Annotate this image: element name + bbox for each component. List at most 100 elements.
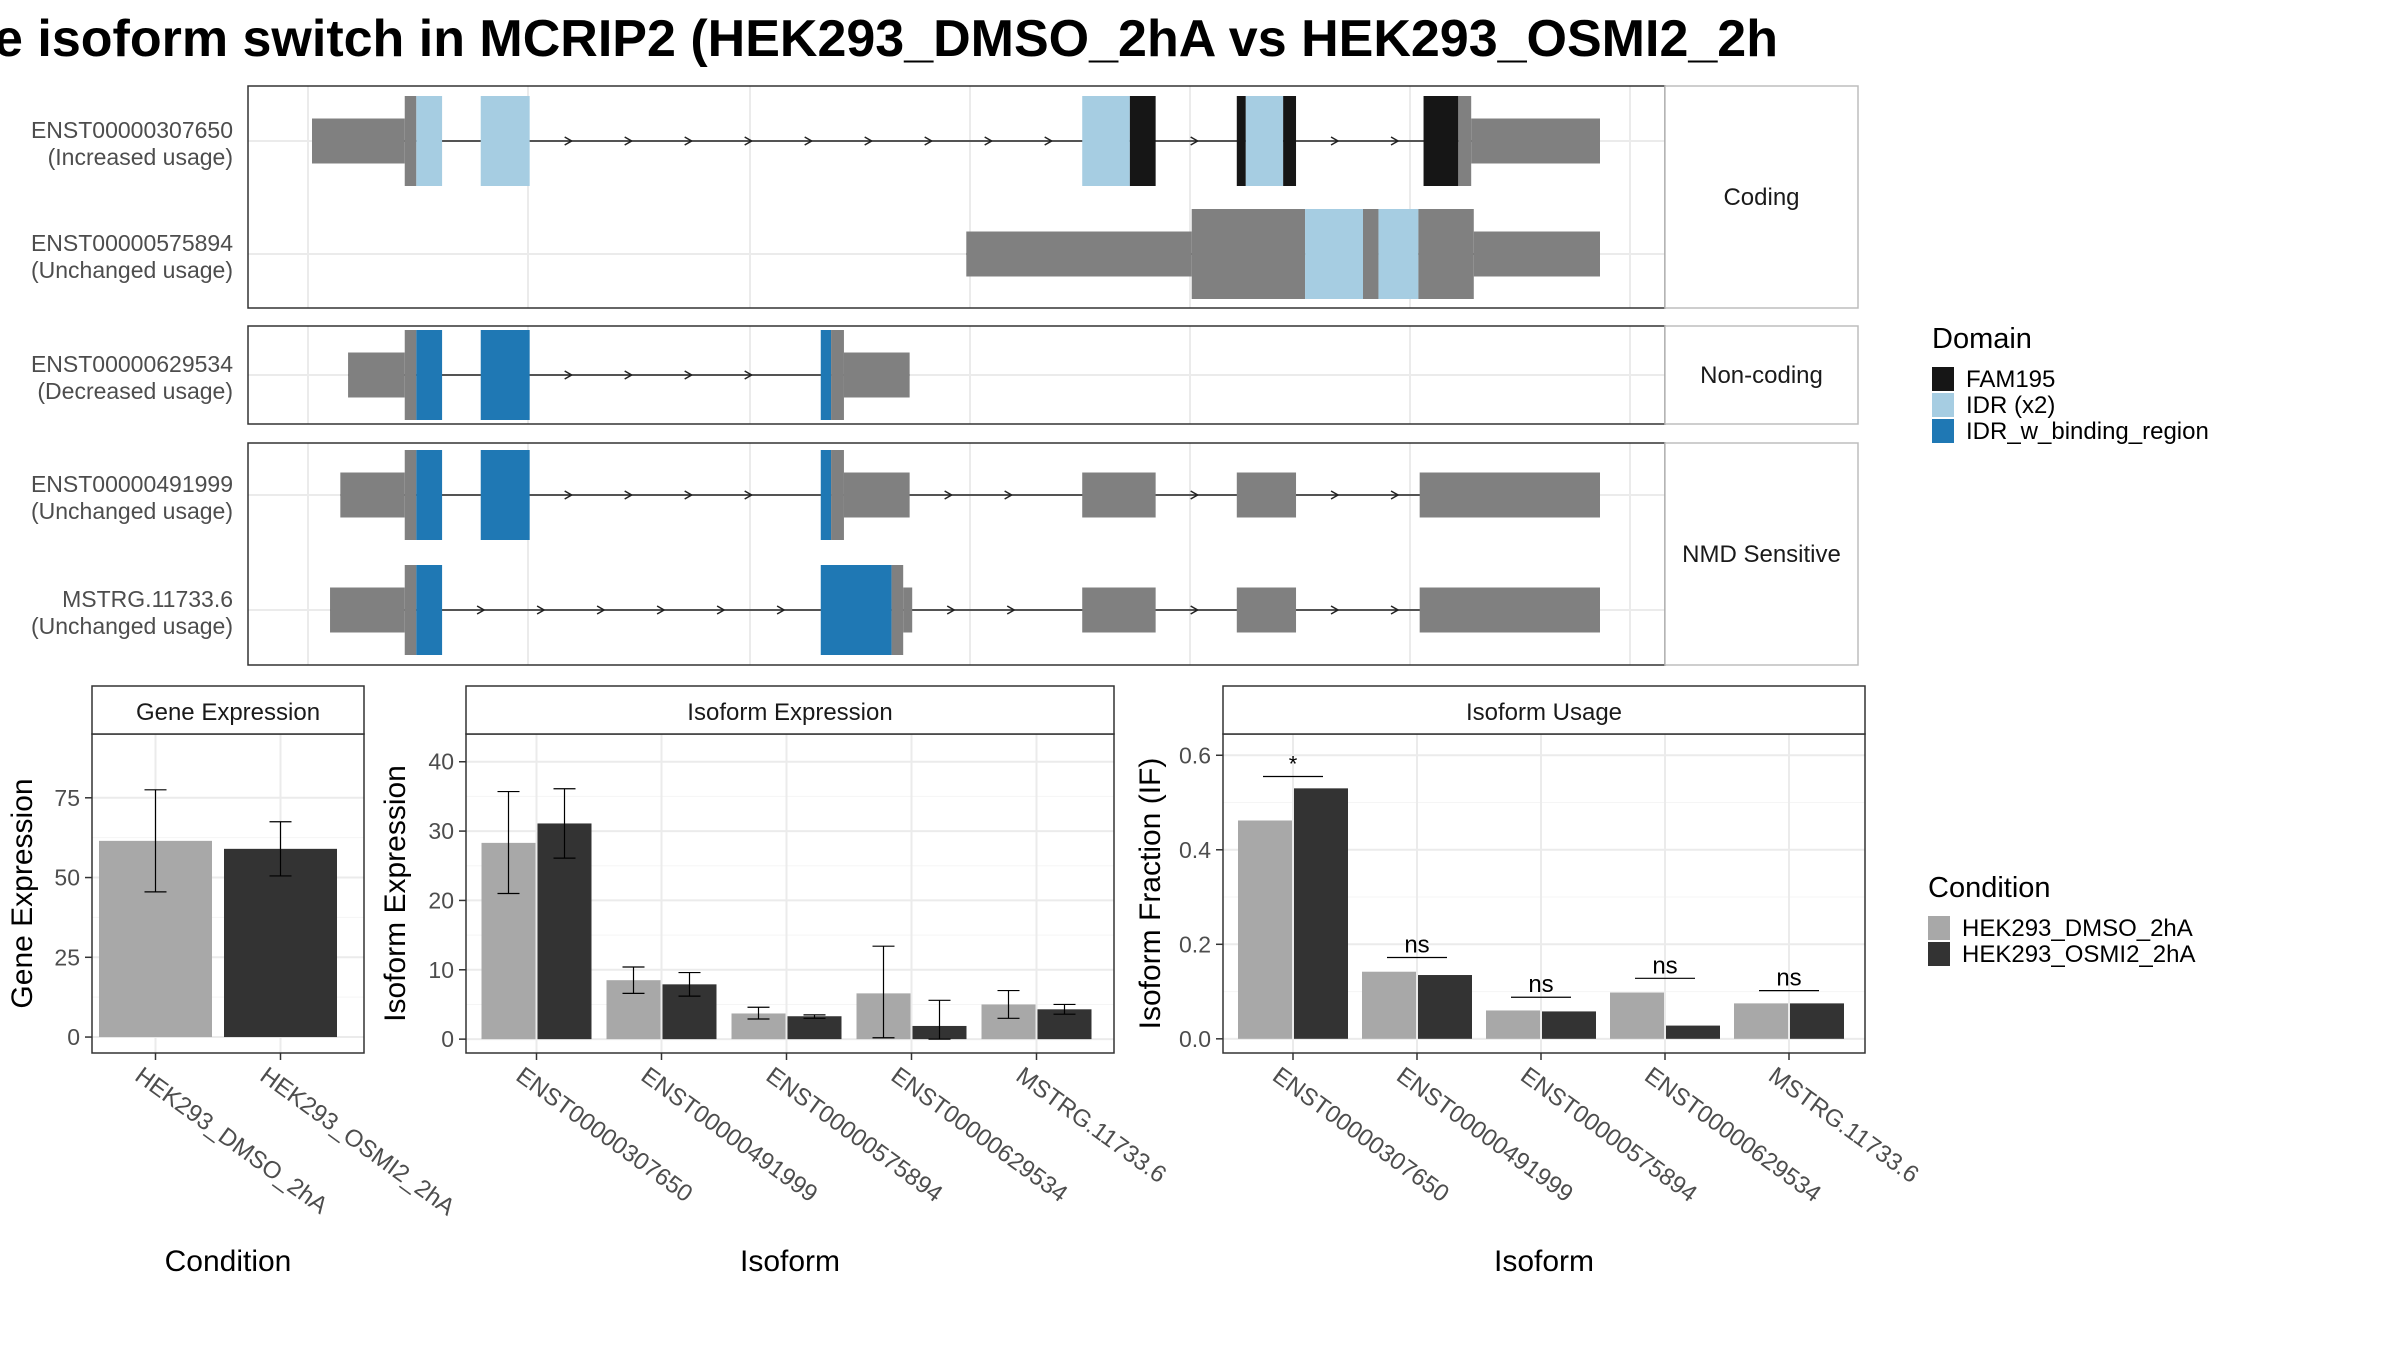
significance-label: ns [1776, 965, 1801, 992]
transcript-usage-label: (Unchanged usage) [31, 498, 233, 524]
exon-block [903, 587, 913, 633]
domain-block [1236, 96, 1246, 186]
y-axis-label: Isoform Fraction (IF) [1134, 758, 1167, 1030]
y-tick-label: 0 [441, 1026, 454, 1052]
strand-arrow [1190, 605, 1200, 615]
strand-arrow [624, 370, 634, 380]
chart-title: Isoform Expression [687, 699, 892, 726]
exon-block [312, 118, 405, 164]
exon-block [404, 330, 417, 420]
y-tick-label: 0.0 [1179, 1026, 1211, 1052]
chart-title: Gene Expression [136, 699, 320, 726]
significance-label: ns [1652, 952, 1677, 979]
facet-strip-label: Coding [1723, 184, 1799, 211]
transcript-ENST00000575894: ENST00000575894(Unchanged usage) [31, 209, 1600, 299]
x-axis-label: Isoform [740, 1245, 840, 1278]
domain-legend-label: IDR (x2) [1966, 392, 2055, 419]
strand-arrow [476, 605, 486, 615]
bar-MSTRG.11733.6-HEK293_DMSO_2hA [1734, 1003, 1788, 1039]
bar-ENST00000307650-HEK293_OSMI2_2hA [537, 823, 592, 1040]
y-tick-label: 10 [428, 957, 454, 983]
exon-block [1082, 472, 1156, 518]
domain-block [1245, 96, 1284, 186]
chart-1: Isoform Expression010203040ENST000003076… [379, 685, 1171, 1278]
domain-legend-label: FAM195 [1966, 366, 2055, 393]
figure-title: e isoform switch in MCRIP2 (HEK293_DMSO_… [0, 10, 1778, 68]
exon-block [831, 330, 844, 420]
domain-block [1129, 96, 1156, 186]
y-tick-label: 0.4 [1179, 837, 1211, 863]
exon-block [843, 352, 910, 398]
chart-title-strip [1222, 685, 1866, 735]
facet-strip [1664, 85, 1859, 309]
strand-arrow [564, 370, 574, 380]
strand-arrow [684, 490, 694, 500]
strand-arrow [1330, 136, 1340, 146]
strand-arrow [596, 605, 606, 615]
domain-block [1305, 209, 1364, 299]
facet-strip-label: NMD Sensitive [1682, 541, 1841, 568]
exon-block [831, 450, 844, 540]
domain-block [480, 96, 530, 186]
strand-arrow [744, 370, 754, 380]
x-tick-label: HEK293_OSMI2_2hA [255, 1062, 460, 1221]
strand-arrow [946, 605, 956, 615]
domain-block [820, 565, 892, 655]
domain-legend-key [1932, 367, 1954, 391]
strand-arrow [1044, 136, 1054, 146]
y-axis-label: Gene Expression [6, 778, 39, 1008]
exon-block [891, 565, 904, 655]
transcript-name-label: MSTRG.11733.6 [62, 586, 233, 612]
exon-block [404, 565, 417, 655]
transcript-name-label: ENST00000491999 [31, 471, 233, 497]
x-axis-label: Isoform [1494, 1245, 1594, 1278]
strand-arrow [984, 136, 994, 146]
exon-block [1419, 472, 1600, 518]
strand-arrow [1390, 605, 1400, 615]
strand-arrow [684, 370, 694, 380]
domain-block [1283, 96, 1297, 186]
structure-panel-0: ENST00000307650(Increased usage)ENST0000… [31, 85, 1859, 309]
condition-legend-label: HEK293_DMSO_2hA [1962, 915, 2193, 942]
strand-arrow [624, 136, 634, 146]
structure-panel-2: ENST00000491999(Unchanged usage)MSTRG.11… [31, 442, 1859, 666]
significance-label: ns [1528, 971, 1553, 998]
transcript-usage-label: (Unchanged usage) [31, 613, 233, 639]
bar-ENST00000629534-HEK293_DMSO_2hA [1610, 992, 1664, 1039]
condition-legend: Condition HEK293_DMSO_2hAHEK293_OSMI2_2h… [1928, 872, 2195, 968]
domain-block [416, 330, 443, 420]
strand-arrow [1330, 490, 1340, 500]
bar-ENST00000575894-HEK293_OSMI2_2hA [1542, 1011, 1596, 1039]
strand-arrow [624, 490, 634, 500]
bar-ENST00000629534-HEK293_OSMI2_2hA [1666, 1025, 1720, 1039]
transcript-ENST00000491999: ENST00000491999(Unchanged usage) [31, 450, 1600, 540]
domain-legend-key [1932, 419, 1954, 443]
y-tick-label: 20 [428, 887, 454, 913]
strand-arrow [1190, 136, 1200, 146]
transcript-name-label: ENST00000575894 [31, 230, 233, 256]
bar-ENST00000307650-HEK293_DMSO_2hA [1238, 820, 1292, 1039]
expression-charts: Gene Expression0255075HEK293_DMSO_2hAHEK… [6, 685, 1924, 1278]
strand-arrow [564, 490, 574, 500]
chart-title: Isoform Usage [1466, 699, 1622, 726]
y-tick-label: 30 [428, 818, 454, 844]
transcript-structure-panels: ENST00000307650(Increased usage)ENST0000… [31, 85, 1859, 666]
exon-block [1191, 209, 1306, 299]
domain-legend-label: IDR_w_binding_region [1966, 418, 2209, 445]
strand-arrow [1004, 490, 1014, 500]
exon-block [330, 587, 405, 633]
y-axis-label: Isoform Expression [379, 765, 412, 1022]
domain-block [820, 450, 832, 540]
strand-arrow [1390, 136, 1400, 146]
transcript-name-label: ENST00000307650 [31, 117, 233, 143]
chart-title-strip [465, 685, 1115, 735]
condition-legend-key [1928, 942, 1950, 966]
exon-block [404, 96, 417, 186]
y-tick-label: 0 [67, 1024, 80, 1050]
facet-strip-label: Non-coding [1700, 362, 1823, 389]
bar-ENST00000491999-HEK293_DMSO_2hA [1362, 971, 1416, 1039]
domain-block [416, 96, 443, 186]
facet-strip [1664, 325, 1859, 425]
